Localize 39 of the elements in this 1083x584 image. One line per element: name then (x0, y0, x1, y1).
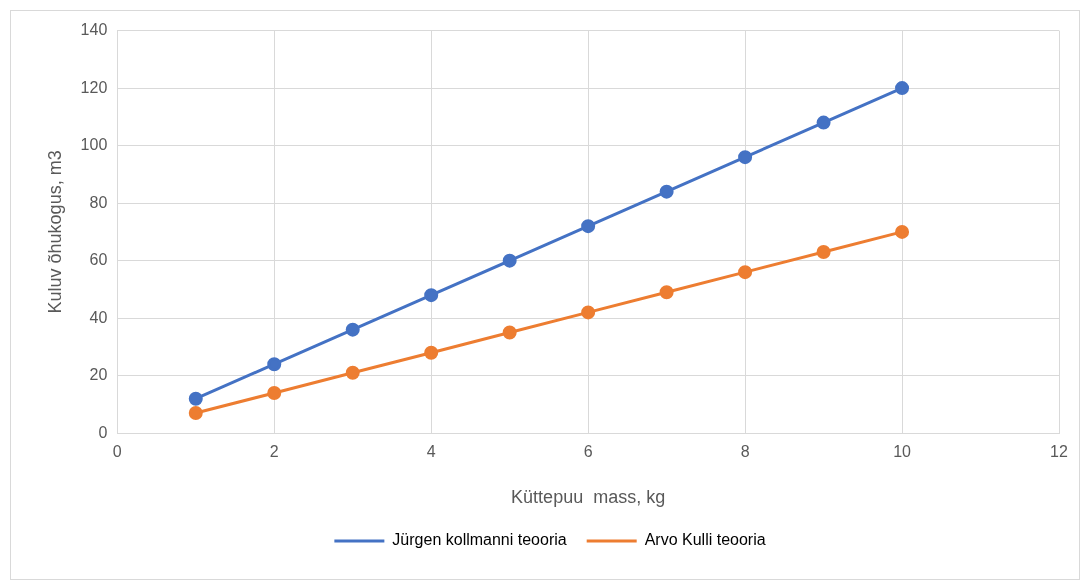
x-tick-label: 6 (583, 443, 593, 461)
point (738, 265, 753, 280)
point (738, 150, 753, 165)
legend-label: Jürgen kollmanni teooria (392, 531, 567, 549)
x-tick-label: 4 (426, 443, 436, 461)
point (895, 224, 910, 239)
y-tick-label: 60 (89, 251, 108, 269)
point (267, 385, 282, 400)
point (502, 325, 517, 340)
point (581, 219, 596, 234)
point (424, 288, 439, 303)
x-tick-label: 10 (893, 443, 912, 461)
y-tick-label: 100 (80, 136, 108, 154)
y-tick-label: 20 (89, 366, 108, 384)
y-tick-label: 40 (89, 308, 108, 326)
point (424, 345, 439, 360)
point (581, 305, 596, 320)
point (188, 406, 203, 421)
y-tick-label: 120 (80, 78, 108, 96)
x-tick-label: 0 (112, 443, 122, 461)
point (659, 285, 674, 300)
x-tick-label: 12 (1050, 443, 1068, 461)
point (816, 115, 831, 130)
point (659, 184, 674, 199)
point (895, 81, 910, 96)
point (267, 357, 282, 372)
point (345, 322, 360, 337)
x-tick-label: 8 (740, 443, 750, 461)
y-axis-title: Kuluv õhukogus, m3 (44, 150, 65, 314)
y-tick-label: 80 (89, 193, 108, 211)
point (502, 253, 517, 268)
y-tick-label: 140 (80, 21, 108, 39)
point (345, 365, 360, 380)
y-tick-label: 0 (98, 423, 108, 441)
legend-label: Arvo Kulli teooria (644, 531, 766, 549)
x-axis-title: Küttepuu mass, kg (511, 487, 666, 508)
point (816, 245, 831, 260)
x-tick-label: 2 (269, 443, 279, 461)
point (188, 391, 203, 406)
